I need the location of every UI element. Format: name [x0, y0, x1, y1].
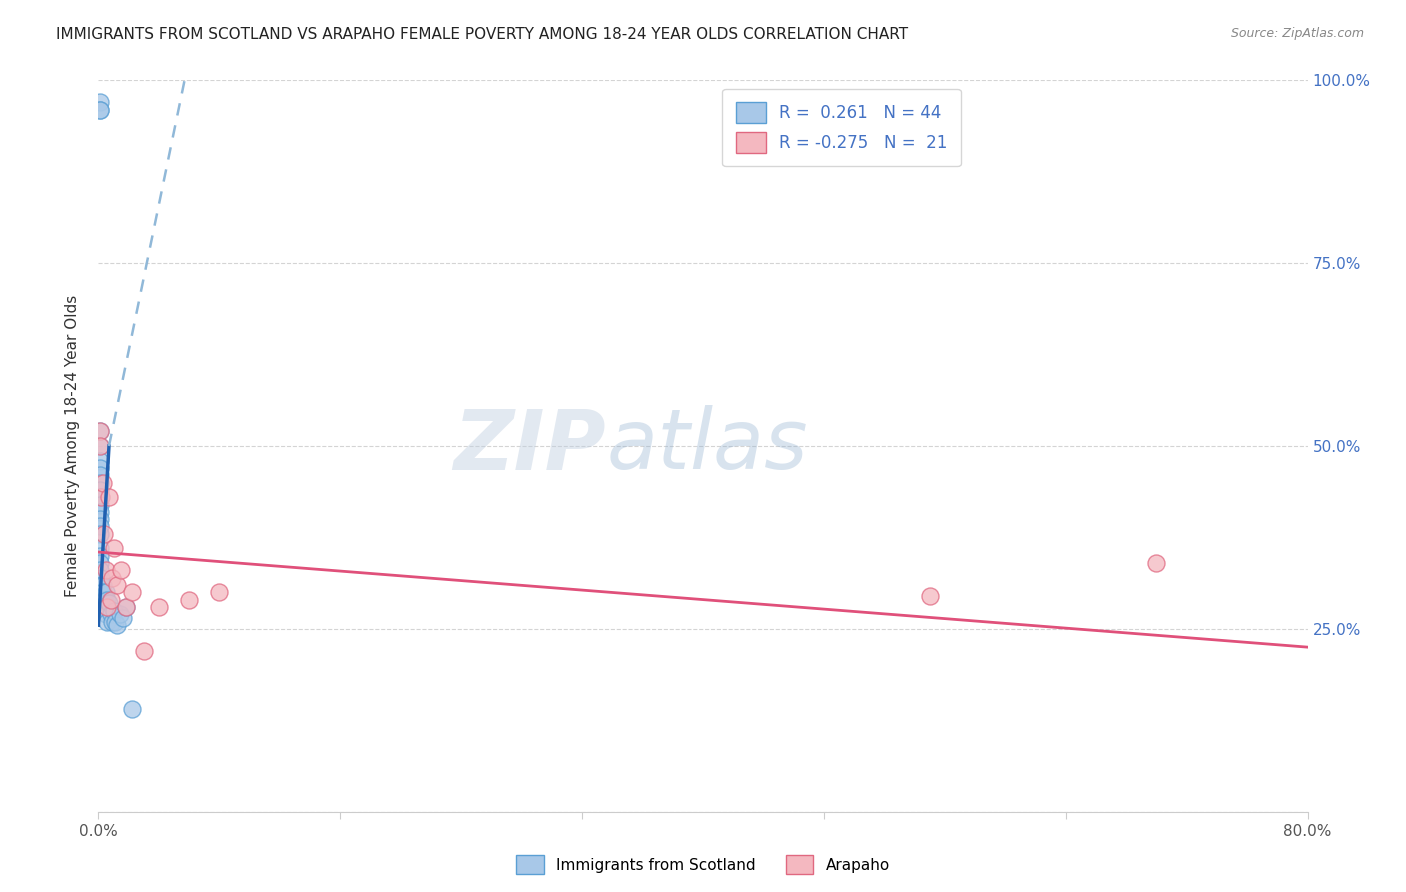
Point	[93, 599, 115, 614]
Point	[111, 611, 134, 625]
Point	[101, 615, 124, 629]
Point	[90, 578, 112, 592]
Point	[100, 607, 122, 622]
Point	[89, 519, 111, 533]
Point	[89, 549, 111, 563]
Point	[121, 585, 143, 599]
Point	[98, 490, 121, 504]
Point	[100, 592, 122, 607]
Point	[89, 475, 111, 490]
Point	[108, 607, 131, 622]
Point	[89, 468, 111, 483]
Point	[89, 563, 111, 577]
Point	[94, 585, 117, 599]
Point	[89, 498, 111, 512]
Point	[96, 599, 118, 614]
Point	[89, 490, 111, 504]
Point	[89, 103, 111, 117]
Point	[89, 103, 111, 117]
Point	[89, 461, 111, 475]
Point	[148, 599, 170, 614]
Point	[90, 490, 112, 504]
Point	[91, 475, 114, 490]
Point	[89, 425, 111, 439]
Point	[132, 644, 155, 658]
Point	[89, 512, 111, 526]
Point	[110, 563, 132, 577]
Point	[93, 526, 115, 541]
Point	[89, 505, 111, 519]
Point	[89, 556, 111, 570]
Legend: R =  0.261   N = 44, R = -0.275   N =  21: R = 0.261 N = 44, R = -0.275 N = 21	[723, 88, 960, 167]
Text: IMMIGRANTS FROM SCOTLAND VS ARAPAHO FEMALE POVERTY AMONG 18-24 YEAR OLDS CORRELA: IMMIGRANTS FROM SCOTLAND VS ARAPAHO FEMA…	[56, 27, 908, 42]
Point	[94, 607, 117, 622]
Text: ZIP: ZIP	[454, 406, 606, 486]
Point	[89, 453, 111, 467]
Point	[103, 541, 125, 556]
Point	[121, 702, 143, 716]
Point	[89, 541, 111, 556]
Point	[89, 95, 111, 110]
Y-axis label: Female Poverty Among 18-24 Year Olds: Female Poverty Among 18-24 Year Olds	[65, 295, 80, 597]
Point	[90, 599, 112, 614]
Point	[96, 615, 118, 629]
Point	[90, 585, 112, 599]
Point	[89, 439, 111, 453]
Point	[1144, 556, 1167, 570]
Legend: Immigrants from Scotland, Arapaho: Immigrants from Scotland, Arapaho	[510, 849, 896, 880]
Point	[114, 599, 136, 614]
Point	[103, 603, 125, 617]
Point	[208, 585, 231, 599]
Point	[105, 578, 128, 592]
Point	[89, 439, 111, 453]
Point	[93, 592, 115, 607]
Point	[89, 483, 111, 497]
Point	[94, 596, 117, 610]
Point	[104, 615, 127, 629]
Point	[101, 571, 124, 585]
Point	[89, 526, 111, 541]
Point	[96, 592, 118, 607]
Point	[90, 571, 112, 585]
Point	[105, 618, 128, 632]
Point	[91, 585, 114, 599]
Text: atlas: atlas	[606, 406, 808, 486]
Point	[918, 589, 941, 603]
Point	[91, 578, 114, 592]
Text: Source: ZipAtlas.com: Source: ZipAtlas.com	[1230, 27, 1364, 40]
Point	[89, 425, 111, 439]
Point	[179, 592, 201, 607]
Point	[90, 592, 112, 607]
Point	[98, 596, 121, 610]
Point	[114, 599, 136, 614]
Point	[94, 563, 117, 577]
